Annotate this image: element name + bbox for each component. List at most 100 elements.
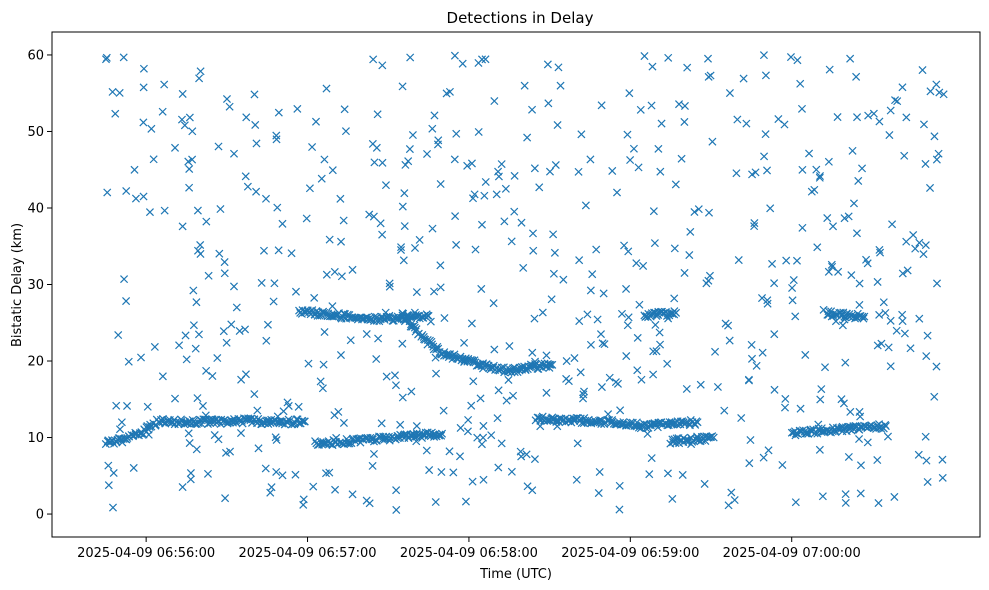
detection-point	[184, 157, 193, 166]
detection-point	[261, 194, 271, 203]
track-detection-point	[545, 360, 554, 369]
detection-point	[449, 468, 458, 477]
detection-point	[686, 227, 695, 236]
detection-point	[374, 334, 383, 343]
detection-point	[428, 224, 437, 233]
detection-point	[452, 240, 461, 249]
detection-point	[703, 54, 713, 63]
detection-point	[440, 313, 449, 323]
detection-point	[893, 97, 902, 106]
detection-point	[198, 401, 207, 410]
detection-point	[341, 127, 350, 136]
track-detection-point	[319, 439, 328, 448]
detection-point	[922, 456, 931, 465]
detection-point	[505, 342, 514, 351]
detection-point	[815, 172, 825, 181]
detection-point	[656, 167, 665, 176]
detection-point	[892, 326, 901, 335]
detection-point	[463, 161, 472, 170]
detection-point	[700, 479, 709, 488]
detection-point	[310, 293, 319, 302]
detection-point	[321, 469, 331, 478]
detection-point	[875, 117, 884, 126]
detection-point	[900, 329, 909, 338]
detection-point	[683, 63, 692, 72]
detection-point	[576, 368, 585, 377]
detection-point	[139, 192, 148, 201]
x-tick-label: 2025-04-09 06:57:00	[238, 546, 376, 561]
detection-point	[269, 297, 278, 306]
detection-point	[890, 492, 899, 501]
detection-point	[838, 321, 847, 330]
detection-point	[574, 167, 583, 176]
detection-point	[392, 505, 401, 514]
detection-point	[130, 165, 139, 174]
detection-point	[431, 353, 440, 362]
detection-point	[737, 414, 746, 423]
detection-point	[120, 275, 129, 284]
detection-point	[391, 381, 400, 390]
detection-point	[516, 447, 525, 456]
detection-point	[452, 129, 461, 138]
detection-point	[185, 164, 194, 174]
x-axis: 2025-04-09 06:56:00 2025-04-09 06:57:00 20…	[77, 537, 861, 561]
detection-point	[456, 423, 465, 432]
detection-point	[470, 190, 479, 199]
detection-point	[824, 267, 833, 276]
detection-point	[494, 172, 503, 181]
detection-point	[378, 158, 387, 167]
detection-point	[751, 168, 760, 177]
detection-point	[711, 347, 720, 356]
detection-point	[177, 115, 187, 124]
detection-point	[934, 149, 943, 158]
detection-point	[377, 419, 386, 428]
detection-point	[216, 205, 225, 214]
detection-point	[467, 319, 476, 328]
detection-point	[528, 229, 538, 238]
detection-point	[594, 489, 603, 498]
detection-point	[202, 217, 211, 226]
detection-point	[123, 401, 132, 410]
detection-point	[274, 108, 283, 117]
detection-point	[196, 67, 205, 76]
detection-point	[730, 496, 739, 505]
detection-point	[875, 245, 884, 254]
detection-point	[616, 406, 625, 415]
detection-point	[932, 279, 942, 288]
detection-point	[898, 317, 907, 326]
detection-point	[400, 189, 409, 198]
detection-point	[252, 139, 261, 148]
detection-point	[502, 396, 511, 405]
detection-point	[598, 339, 607, 348]
detection-point	[178, 483, 187, 492]
detection-point	[788, 296, 797, 305]
track-detection-point	[497, 363, 506, 372]
detection-point	[674, 100, 684, 109]
y-tick-label: 30	[27, 278, 44, 293]
detection-point	[696, 380, 705, 389]
detection-point	[309, 482, 318, 491]
detection-point	[654, 144, 663, 153]
track-detection-point	[427, 337, 436, 346]
y-tick-label: 40	[27, 201, 44, 216]
detection-point	[725, 336, 734, 345]
detection-point	[184, 429, 193, 438]
y-tick-label: 10	[27, 431, 44, 446]
detection-point	[160, 206, 169, 215]
detection-point	[651, 320, 660, 329]
detection-point	[791, 498, 800, 507]
detection-point	[192, 298, 201, 307]
detection-point	[385, 282, 394, 291]
detection-point	[399, 256, 408, 265]
detection-point	[436, 283, 445, 292]
detection-point	[761, 71, 770, 80]
detection-point	[932, 155, 941, 164]
detection-point	[580, 387, 589, 396]
detection-point	[266, 488, 275, 497]
detection-point	[236, 429, 246, 438]
detection-point	[766, 204, 775, 213]
detection-point	[336, 194, 345, 203]
detection-point	[294, 402, 303, 411]
detection-point	[339, 216, 348, 225]
detection-point	[671, 180, 680, 189]
